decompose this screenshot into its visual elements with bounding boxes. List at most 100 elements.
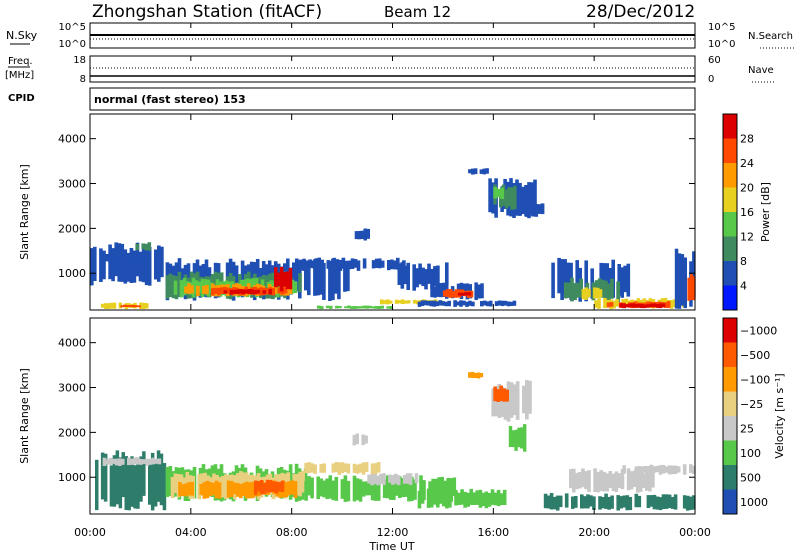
heatmap-cell — [634, 466, 639, 475]
heatmap-cell — [640, 304, 645, 309]
heatmap-cell — [617, 264, 621, 296]
heatmap-cell — [667, 494, 672, 508]
heatmap-cell — [184, 483, 188, 497]
heatmap-cell — [179, 280, 184, 298]
colorbar-segment — [723, 416, 737, 441]
heatmap-cell — [503, 300, 508, 306]
heatmap-cell — [485, 168, 489, 174]
heatmap-cell — [341, 257, 346, 269]
heatmap-cell — [232, 482, 237, 495]
heatmap-cell — [664, 494, 669, 509]
heatmap-cell — [439, 490, 443, 504]
heatmap-cell — [382, 473, 386, 486]
heatmap-cell — [337, 462, 342, 475]
heatmap-cell — [256, 481, 261, 492]
heatmap-cell — [386, 306, 390, 309]
colorbar-segment — [723, 489, 737, 514]
x-tick-label: 00:00 — [679, 526, 711, 539]
colorbar-tick-label: 16 — [740, 206, 754, 219]
noise-trace — [90, 34, 695, 40]
heatmap-cell — [509, 301, 514, 306]
heatmap-cell — [319, 464, 323, 473]
heatmap-cell — [558, 495, 563, 508]
heatmap-cell — [139, 254, 143, 261]
heatmap-cell — [524, 204, 529, 217]
heatmap-cell — [682, 495, 687, 509]
heatmap-cell — [308, 259, 312, 268]
heatmap-cell — [343, 463, 348, 472]
power-colorbar: 4 8 12 16 20 24 28 — [722, 113, 754, 311]
heatmap-cell — [581, 288, 586, 300]
heatmap-cell — [599, 470, 603, 491]
heatmap-cell — [528, 201, 532, 215]
heatmap-cell — [487, 493, 492, 507]
heatmap-cell — [331, 463, 336, 473]
velocity-heatmap — [95, 371, 696, 511]
heatmap-cell — [403, 265, 408, 285]
colorbar-segment — [723, 391, 737, 416]
heatmap-cell — [634, 493, 639, 508]
heatmap-cell — [153, 462, 158, 507]
heatmap-cell — [139, 456, 143, 502]
colorbar-tick-label: 1000 — [740, 496, 768, 509]
heatmap-cell — [646, 495, 651, 508]
heatmap-cell — [468, 169, 472, 174]
heatmap-cell — [156, 450, 161, 502]
heatmap-cell — [608, 471, 613, 488]
heatmap-cell — [667, 465, 672, 475]
heatmap-cell — [137, 305, 141, 308]
heatmap-cell — [363, 228, 367, 241]
heatmap-cell — [479, 169, 484, 174]
heatmap-cell — [643, 304, 648, 308]
heatmap-cell — [493, 186, 498, 199]
heatmap-cell — [664, 466, 669, 473]
heatmap-cell — [373, 479, 378, 501]
heatmap-cell — [377, 306, 381, 309]
power-colorbar-label: Power [dB] — [759, 182, 772, 242]
heatmap-cell — [571, 496, 575, 509]
heatmap-cell — [692, 465, 696, 474]
heatmap-cell — [159, 453, 164, 506]
x-tick-label: 04:00 — [175, 526, 207, 539]
heatmap-cell — [530, 182, 534, 216]
heatmap-cell — [357, 231, 362, 240]
heatmap-cell — [464, 292, 469, 296]
heatmap-cell — [534, 204, 539, 217]
heatmap-cell — [505, 389, 509, 402]
freq-trace — [90, 67, 695, 77]
heatmap-cell — [199, 484, 204, 495]
heatmap-cell — [479, 373, 484, 378]
heatmap-cell — [476, 372, 481, 379]
heatmap-cell — [132, 250, 137, 283]
heatmap-cell — [436, 490, 440, 508]
heatmap-cell — [397, 263, 402, 285]
heatmap-cell — [391, 475, 395, 485]
heatmap-cell — [442, 290, 447, 297]
heatmap-cell — [360, 230, 365, 239]
freq-left-tick-bottom: 8 — [80, 74, 86, 85]
x-tick-label: 16:00 — [477, 526, 509, 539]
heatmap-cell — [471, 301, 475, 307]
cpid-label: CPID — [8, 93, 35, 104]
heatmap-cell — [93, 246, 97, 281]
heatmap-cell — [604, 280, 608, 302]
heatmap-cell — [658, 497, 663, 511]
heatmap-cell — [437, 477, 441, 502]
heatmap-cell — [587, 470, 591, 492]
x-tick-label: 00:00 — [74, 526, 106, 539]
heatmap-cell — [417, 301, 422, 307]
heatmap-cell — [238, 289, 243, 294]
heatmap-cell — [607, 497, 611, 510]
heatmap-cell — [332, 257, 337, 271]
noise-left-tick-bottom: 10^0 — [59, 39, 86, 50]
heatmap-cell — [461, 292, 465, 296]
heatmap-cell — [394, 299, 399, 304]
heatmap-cell — [408, 473, 413, 485]
heatmap-cell — [432, 300, 437, 307]
heatmap-cell — [329, 260, 334, 271]
heatmap-cell — [491, 182, 495, 214]
heatmap-cell — [109, 302, 114, 309]
heatmap-cell — [631, 303, 636, 308]
heatmap-cell — [285, 271, 290, 290]
heatmap-cell — [600, 279, 605, 298]
